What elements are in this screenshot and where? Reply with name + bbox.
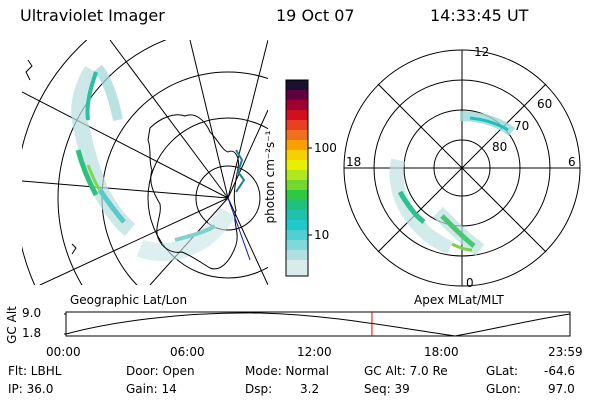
time-tick-1800: 18:00 xyxy=(424,345,459,359)
glon-value: 97.0 xyxy=(548,382,575,396)
time-tick-1200: 12:00 xyxy=(297,345,332,359)
app-title: Ultraviolet Imager xyxy=(20,6,165,25)
glat-value: -64.6 xyxy=(544,364,576,378)
geographic-map-label: Geographic Lat/Lon xyxy=(70,293,188,307)
glon-label: GLon: xyxy=(486,382,521,396)
mlt-label-6: 6 xyxy=(568,155,576,169)
gc-alt-status: GC Alt: 7.0 Re xyxy=(364,364,448,378)
apex-polar-map xyxy=(343,49,581,287)
aurora-emission-geo xyxy=(71,64,236,262)
colorbar-unit-label: photon cm⁻²s⁻¹ xyxy=(263,130,277,224)
mlt-label-0: 0 xyxy=(466,276,474,290)
alt-tick-high: 9.0 xyxy=(22,306,42,320)
filter-status: Flt: LBHL xyxy=(8,364,62,378)
seq-status: Seq: 39 xyxy=(364,382,410,396)
mlt-label-18: 18 xyxy=(346,155,362,169)
colorbar-tick-10: 10 xyxy=(314,228,330,242)
mlt-label-12: 12 xyxy=(474,45,490,59)
mlat-label-80: 80 xyxy=(492,140,508,154)
mlat-label-60: 60 xyxy=(537,97,553,111)
door-status: Door: Open xyxy=(126,364,195,378)
date-label: 19 Oct 07 xyxy=(276,6,355,25)
time-tick-2359: 23:59 xyxy=(548,345,583,359)
alt-tick-low: 1.8 xyxy=(22,326,42,340)
time-tick-0000: 00:00 xyxy=(46,345,81,359)
mlat-label-70: 70 xyxy=(514,119,530,133)
mode-status: Mode: Normal xyxy=(245,364,329,378)
aurora-emission-apex xyxy=(389,111,516,256)
time-tick-0600: 06:00 xyxy=(170,345,205,359)
colorbar-tick-100: 100 xyxy=(314,141,337,155)
time-label: 14:33:45 UT xyxy=(430,6,529,25)
color-bar xyxy=(285,79,312,277)
dsp-label: Dsp: xyxy=(245,382,273,396)
antarctica-coastline xyxy=(147,114,239,270)
apex-map-label: Apex MLat/MLT xyxy=(414,293,504,307)
ip-status: IP: 36.0 xyxy=(8,382,54,396)
gain-status: Gain: 14 xyxy=(126,382,177,396)
geo-map-area xyxy=(22,40,268,285)
glat-label: GLat: xyxy=(486,364,519,378)
dsp-value: 3.2 xyxy=(300,382,320,396)
gc-alt-axis-label: GC Alt xyxy=(5,306,19,344)
altitude-plot xyxy=(64,311,571,337)
